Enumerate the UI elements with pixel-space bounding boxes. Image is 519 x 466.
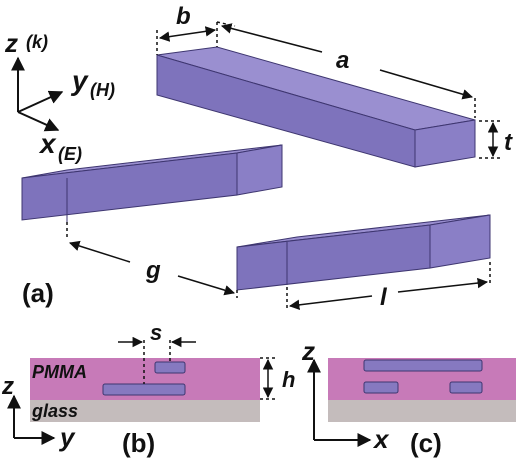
axis-c-z-label: z: [301, 336, 315, 366]
dim-b-label: b: [176, 3, 191, 30]
dim-b: [156, 22, 218, 55]
panel-c-label: (c): [410, 428, 442, 458]
dim-l: [286, 262, 491, 311]
axis-x-label: x: [38, 128, 57, 159]
dim-s: [118, 336, 196, 384]
dim-s-label: s: [150, 320, 162, 345]
upper-bar-c: [363, 359, 483, 372]
axis-c-x-label: x: [372, 424, 390, 454]
lower-bar-c-left: [363, 381, 399, 394]
axis-b-y-label: y: [58, 422, 76, 452]
glass-layer-c: [328, 400, 516, 422]
axis-b-z-label: z: [1, 373, 14, 400]
axis-x-sub: (E): [58, 144, 82, 164]
axes-a: [11, 56, 64, 132]
dim-h: [260, 357, 276, 400]
dim-g: [66, 222, 238, 298]
lower-bar-b: [102, 383, 186, 396]
axis-y-label: y: [70, 65, 89, 96]
axis-z-label: z: [4, 28, 18, 58]
upper-bar-b: [154, 361, 186, 374]
glass-layer-b: [30, 400, 260, 422]
axes-c: [307, 358, 372, 447]
dim-a: [216, 21, 476, 118]
axis-y-sub: (H): [90, 80, 115, 100]
glass-label: glass: [31, 401, 78, 421]
pmma-label: PMMA: [32, 362, 87, 382]
dim-g-label: g: [145, 257, 161, 284]
bar-bottom-right: [236, 214, 491, 291]
axis-z-sub: (k): [26, 32, 48, 52]
bar-middle-left: [21, 144, 283, 222]
dim-l-label: l: [380, 284, 388, 311]
bar-top-right: [156, 46, 476, 168]
panel-b-label: (b): [122, 428, 155, 458]
axes-b: [6, 394, 56, 445]
dim-t-label: t: [504, 129, 513, 156]
dim-h-label: h: [282, 367, 295, 392]
dim-a-label: a: [336, 47, 349, 74]
lower-bar-c-right: [449, 381, 483, 394]
panel-a-label: (a): [22, 278, 54, 308]
dim-t: [479, 120, 500, 159]
